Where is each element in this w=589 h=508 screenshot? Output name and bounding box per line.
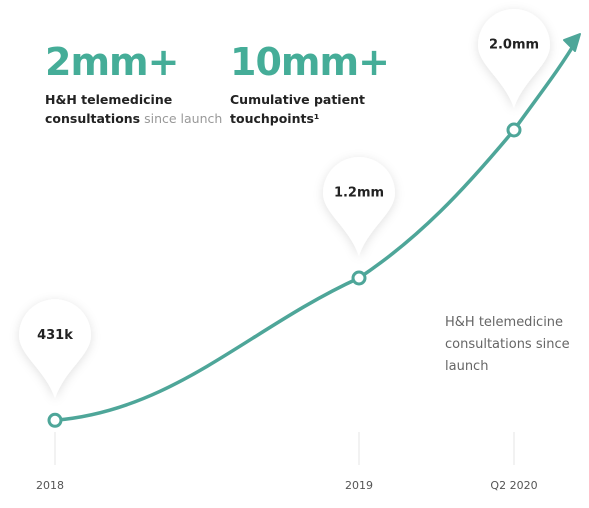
arrow-head	[563, 33, 581, 52]
stat-label: H&H telemedicine consultations since lau…	[45, 90, 225, 128]
stat-label-bold: Cumulative patient touchpoints¹	[230, 92, 365, 126]
stat-value: 10mm+	[230, 40, 390, 84]
bubble	[478, 9, 550, 108]
data-label: 2.0mm	[489, 38, 539, 53]
stat: 10mm+ Cumulative patient touchpoints¹	[230, 40, 390, 128]
point	[351, 270, 367, 286]
data-label: 1.2mm	[334, 186, 384, 201]
data-label: 431k	[37, 328, 73, 343]
x-tick-label: Q2 2020	[490, 479, 537, 492]
bubble	[323, 157, 395, 256]
bubble	[19, 299, 91, 399]
x-tick-label: 2019	[345, 479, 373, 492]
stat-value: 2mm+	[45, 40, 179, 84]
growth-line	[54, 128, 516, 423]
stat: 2mm+ H&H telemedicine consultations sinc…	[45, 40, 225, 128]
stat-label-bold: H&H telemedicine consultations	[45, 92, 173, 126]
stat-label-rest: since launch	[144, 111, 223, 126]
stat-label: Cumulative patient touchpoints¹	[230, 90, 380, 128]
point	[47, 412, 63, 428]
point	[506, 122, 522, 138]
x-tick-label: 2018	[36, 479, 64, 492]
note: H&H telemedicine consultations since lau…	[445, 315, 570, 374]
